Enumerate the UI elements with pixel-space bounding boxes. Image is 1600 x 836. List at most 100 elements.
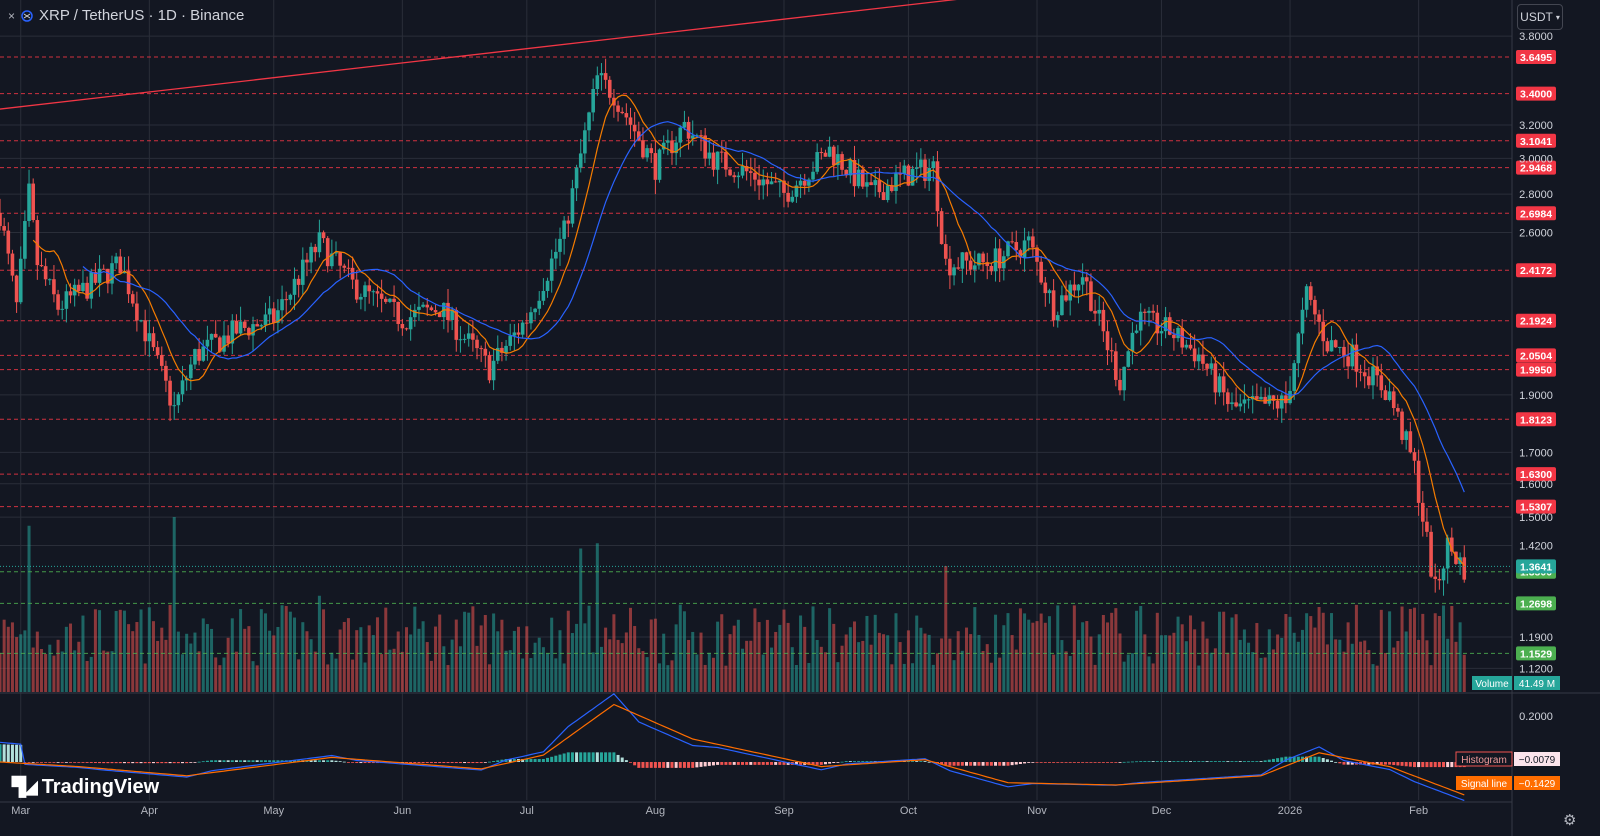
trendline[interactable] <box>0 0 1298 110</box>
candle-body <box>168 380 172 406</box>
histogram-bar <box>1110 762 1114 763</box>
volume-bar <box>620 643 624 692</box>
candle-body <box>1441 568 1446 581</box>
candle-body <box>686 121 691 139</box>
histogram-bar <box>707 762 711 766</box>
candle-body <box>1387 391 1392 401</box>
y-tick-label: 3.2000 <box>1519 120 1553 132</box>
volume-bar <box>541 647 545 692</box>
histogram-bar <box>450 762 454 764</box>
volume-bar <box>935 653 939 692</box>
currency-button[interactable]: USDT ▾ <box>1517 4 1563 30</box>
candle-body <box>1043 282 1048 294</box>
volume-bar <box>1043 622 1047 692</box>
histogram-bar <box>106 762 110 764</box>
histogram-bar <box>293 760 297 762</box>
volume-bar <box>608 639 612 692</box>
histogram-bar <box>1321 758 1325 762</box>
candle-body <box>732 175 737 178</box>
volume-bar <box>1118 633 1122 692</box>
volume-bar <box>500 619 504 692</box>
volume-bar <box>811 606 815 692</box>
candle-body <box>487 355 492 381</box>
candle-body <box>325 238 330 267</box>
histogram-bar <box>35 762 39 763</box>
volume-bar <box>877 632 881 692</box>
volume-bar <box>927 634 931 692</box>
candle-body <box>1367 376 1371 386</box>
histogram-bar <box>1002 762 1006 766</box>
x-tick-label: Nov <box>1027 805 1047 817</box>
x-tick-label: Apr <box>141 805 158 817</box>
histogram-bar <box>1043 762 1047 763</box>
volume-bar <box>757 622 761 692</box>
volume-bar <box>263 613 267 692</box>
histogram-bar <box>865 761 869 762</box>
volume-bar <box>707 652 711 692</box>
volume-bar <box>645 657 649 692</box>
symbol-header[interactable]: × XRP / TetherUS · 1D · Binance <box>8 7 244 24</box>
histogram-bar <box>512 759 516 762</box>
volume-bar <box>940 638 944 692</box>
volume-bar <box>653 618 657 692</box>
candle-body <box>574 167 579 189</box>
histogram-bar <box>911 761 915 762</box>
histogram-bar <box>1342 762 1346 765</box>
candle-body <box>27 183 31 222</box>
volume-bar <box>1300 629 1304 692</box>
histogram-bar <box>31 762 35 763</box>
histogram-bar <box>234 760 238 762</box>
volume-bar <box>894 613 898 692</box>
candle-body <box>1205 363 1209 369</box>
level-label: 2.4172 <box>1520 265 1552 277</box>
volume-bar <box>255 665 259 692</box>
volume-bar <box>413 606 417 692</box>
histogram-bar <box>1205 761 1209 762</box>
volume-bar <box>682 611 686 692</box>
histogram-bar <box>168 762 172 764</box>
histogram-bar <box>479 762 483 764</box>
candle-body <box>666 140 670 143</box>
histogram-bar <box>98 762 102 764</box>
volume-bar <box>790 647 794 692</box>
candle-body <box>151 333 156 348</box>
candle-body <box>537 300 542 309</box>
volume-bar <box>558 630 562 692</box>
histogram-bar <box>1226 761 1230 762</box>
x-icon[interactable]: × <box>8 8 16 23</box>
volume-bar <box>944 566 948 692</box>
histogram-bar <box>1064 762 1068 763</box>
volume-bar <box>268 630 272 692</box>
histogram-bar <box>1097 762 1101 763</box>
volume-bar <box>1263 657 1267 692</box>
histogram-bar <box>1305 756 1309 762</box>
histogram-bar <box>1047 762 1051 763</box>
candle-body <box>338 252 342 266</box>
candle-body <box>342 265 347 268</box>
volume-bar <box>504 650 508 692</box>
volume-bar <box>886 635 890 692</box>
histogram-bar <box>927 761 931 763</box>
histogram-bar <box>956 762 960 766</box>
candle-body <box>475 339 479 349</box>
volume-bar <box>400 651 404 692</box>
volume-bar <box>587 605 591 692</box>
histogram-bar <box>330 760 334 762</box>
volume-bar <box>1450 605 1454 692</box>
candle-body <box>827 146 832 157</box>
volume-bar <box>1429 665 1433 692</box>
histogram-bar <box>48 762 52 763</box>
macd-y-tick-label: 0.2000 <box>1519 711 1553 723</box>
histogram-bar <box>0 744 2 762</box>
candle-body <box>744 166 749 172</box>
histogram-bar <box>421 762 425 764</box>
candle-body <box>890 185 894 191</box>
histogram-bar <box>674 762 678 768</box>
gear-icon[interactable]: ⚙ <box>1563 812 1577 829</box>
volume-bar <box>882 634 886 692</box>
volume-bar <box>89 656 93 692</box>
histogram-bar <box>761 762 765 765</box>
volume-bar <box>1122 661 1126 692</box>
volume-bar <box>342 621 346 692</box>
